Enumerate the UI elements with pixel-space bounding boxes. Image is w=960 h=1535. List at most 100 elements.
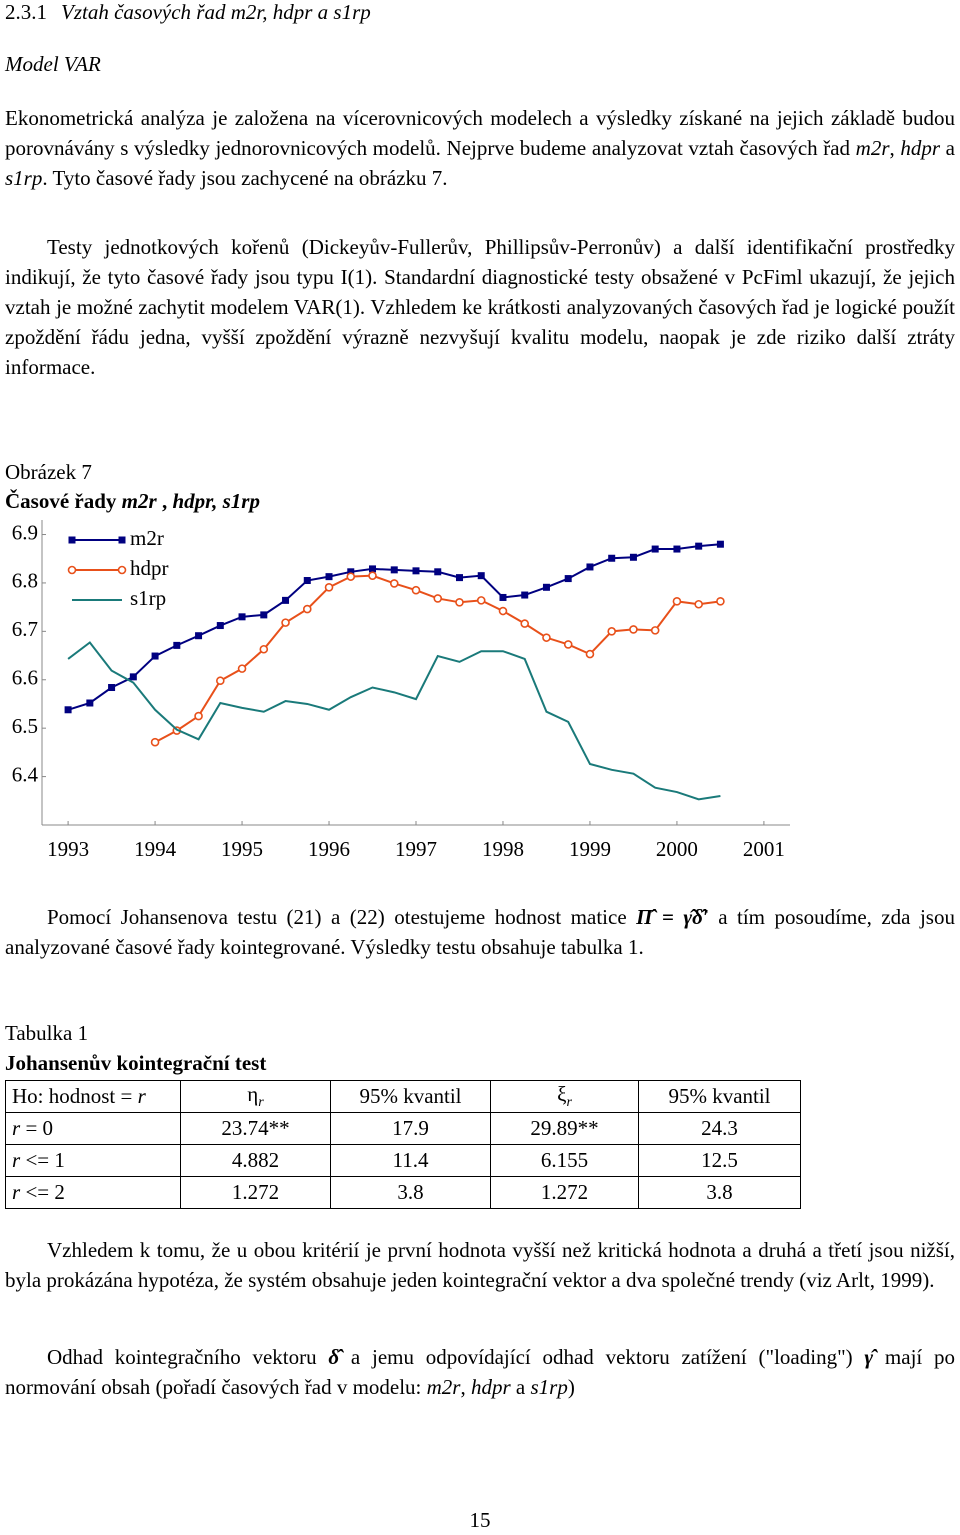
marker xyxy=(672,597,682,606)
table-cell: 23.74** xyxy=(180,1112,331,1145)
marker xyxy=(585,649,595,659)
legend-label: m2r xyxy=(130,526,164,550)
x-tick-label: 1993 xyxy=(47,837,89,861)
marker xyxy=(118,536,126,544)
text-run: m2r xyxy=(855,136,890,160)
table-cell: Ho: hodnost = r xyxy=(5,1080,181,1113)
x-tick-label: 2001 xyxy=(743,837,785,861)
y-tick-label: 6.4 xyxy=(12,762,39,786)
marker xyxy=(563,640,573,649)
table-cell: r <= 1 xyxy=(5,1144,181,1177)
text-run: 95% kvantil xyxy=(668,1084,771,1108)
text-run: Pomocí Johansenova testu (21) a (22) ote… xyxy=(47,905,637,929)
marker xyxy=(216,676,225,686)
text-run: , xyxy=(156,489,173,513)
text-run: <= 2 xyxy=(20,1180,65,1204)
table-cell: 17.9 xyxy=(330,1112,491,1145)
table-body: Ho: hodnost = r ηr 95% kvantil ξr 95% kvanti… xyxy=(5,1080,801,1209)
marker xyxy=(651,545,659,553)
legend-label: hdpr xyxy=(130,556,169,580)
y-tick-label: 6.7 xyxy=(12,617,38,641)
marker xyxy=(542,633,551,642)
marker xyxy=(259,644,269,654)
marker xyxy=(238,613,246,621)
table-cell: 6.155 xyxy=(490,1144,639,1177)
y-tick-label: 6.8 xyxy=(12,569,38,593)
marker xyxy=(195,632,203,640)
table-label: Tabulka 1 xyxy=(5,1021,89,1045)
text-run: Ho: hodnost = xyxy=(12,1084,138,1108)
marker xyxy=(237,664,247,673)
marker xyxy=(346,572,356,581)
marker xyxy=(282,596,290,604)
marker xyxy=(498,606,508,616)
x-tick-label: 1994 xyxy=(134,837,177,861)
marker xyxy=(86,699,94,707)
text-run: <= 1 xyxy=(20,1148,65,1172)
text-run: r xyxy=(12,1148,21,1172)
text-run: . Tyto časové řady jsou zachycené na obr… xyxy=(42,166,448,190)
table-cell: r = 0 xyxy=(5,1112,181,1145)
text-run: mají po normování obsah (pořadí časových… xyxy=(5,1345,956,1399)
table-cell: 1.272 xyxy=(490,1176,639,1209)
marker xyxy=(68,536,76,544)
text-run: m2r xyxy=(121,489,157,513)
marker xyxy=(390,566,398,574)
marker xyxy=(716,597,725,606)
table-cell: 11.4 xyxy=(330,1144,491,1177)
table-cell: 4.882 xyxy=(180,1144,331,1177)
marker xyxy=(455,598,464,607)
marker xyxy=(607,627,616,636)
section-heading: 2.3.1 Vztah časových řad m2r, hdpr a s1rp xyxy=(5,0,955,27)
text-run: r xyxy=(137,1084,146,1108)
text-run: γ̂ xyxy=(864,1345,874,1369)
text-run: r xyxy=(12,1180,21,1204)
text-run: s1rp xyxy=(5,166,43,190)
subheading: Model VAR xyxy=(5,52,101,76)
marker xyxy=(368,571,377,580)
text-run: a tím posoudíme, zda jsou analyzované ča… xyxy=(5,905,955,959)
table-cell: r <= 2 xyxy=(5,1176,181,1209)
table-cell: 24.3 xyxy=(638,1112,801,1145)
text-run: Π̂ = γ̂δ̂′ xyxy=(636,905,709,929)
legend-label: s1rp xyxy=(130,586,166,610)
marker xyxy=(67,565,77,575)
section-number: 2.3.1 xyxy=(5,0,47,24)
table-title: Johansenův kointegrační test xyxy=(5,1051,267,1075)
y-tick-label: 6.5 xyxy=(12,714,38,738)
y-tick-label: 6.9 xyxy=(12,520,38,544)
text-run: Vzhledem k tomu, že u obou kritérií je p… xyxy=(5,1238,955,1292)
marker xyxy=(650,626,660,635)
paragraph: Pomocí Johansenova testu (21) a (22) ote… xyxy=(5,902,955,962)
marker xyxy=(542,583,550,591)
marker xyxy=(520,619,530,628)
table-cell: 95% kvantil xyxy=(638,1080,801,1113)
table-row: r = 0 23.74** 17.9 29.89** 24.3 xyxy=(5,1112,801,1145)
paragraph: Vzhledem k tomu, že u obou kritérií je p… xyxy=(5,1235,955,1295)
marker xyxy=(499,593,507,601)
text-run: a xyxy=(940,136,955,160)
text-run: Ekonometrická analýza je založena na víc… xyxy=(5,106,955,160)
marker xyxy=(629,553,637,561)
marker xyxy=(324,582,334,592)
marker xyxy=(564,575,572,583)
text-run: = 0 xyxy=(20,1116,54,1140)
table-cell: 29.89** xyxy=(490,1112,639,1145)
figure-label: Obrázek 7 xyxy=(5,460,92,484)
x-tick-label: 1999 xyxy=(569,837,611,861)
x-tick-label: 1996 xyxy=(308,837,350,861)
marker xyxy=(695,542,703,550)
text-run: hdpr xyxy=(470,1375,511,1399)
marker xyxy=(260,611,268,619)
table-cell: 12.5 xyxy=(638,1144,801,1177)
text-run: , xyxy=(889,136,901,160)
marker xyxy=(303,577,311,585)
marker xyxy=(64,706,72,714)
marker xyxy=(608,554,616,562)
marker xyxy=(629,625,638,634)
marker xyxy=(673,545,681,553)
marker xyxy=(694,599,703,609)
marker xyxy=(347,568,355,576)
marker xyxy=(129,673,137,681)
